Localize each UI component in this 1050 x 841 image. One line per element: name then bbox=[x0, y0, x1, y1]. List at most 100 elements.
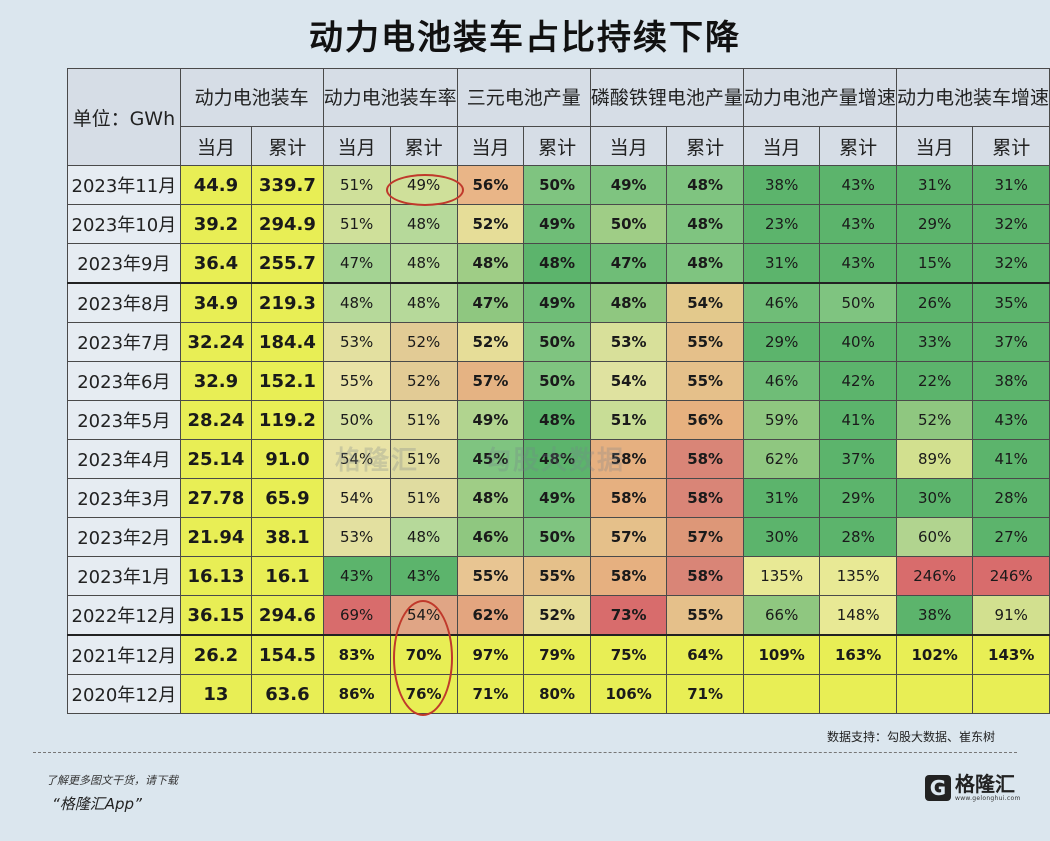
page-title: 动力电池装车占比持续下降 bbox=[309, 18, 741, 58]
table-cell: 41% bbox=[972, 439, 1050, 479]
table-cell: 26% bbox=[895, 282, 974, 323]
table-cell: 163% bbox=[819, 634, 897, 675]
table-cell: 76% bbox=[389, 674, 458, 714]
table-cell: 26.2 bbox=[179, 634, 253, 675]
table-cell: 31% bbox=[742, 243, 821, 284]
table-cell: 54% bbox=[322, 439, 391, 479]
table-cell: 48% bbox=[389, 204, 458, 244]
sub-header: 累计 bbox=[819, 126, 897, 166]
table-cell: 89% bbox=[895, 439, 974, 479]
table-cell: 51% bbox=[389, 400, 458, 440]
table-cell: 23% bbox=[742, 204, 821, 244]
table-cell: 219.3 bbox=[251, 282, 324, 323]
sub-header: 当月 bbox=[589, 126, 668, 166]
table-cell: 43% bbox=[819, 243, 897, 284]
month-label: 2020年12月 bbox=[67, 674, 181, 714]
table-cell: 32% bbox=[972, 243, 1050, 284]
table-cell: 58% bbox=[666, 439, 744, 479]
table-cell: 32% bbox=[972, 204, 1050, 244]
table-cell: 294.9 bbox=[251, 204, 324, 244]
group-header: 动力电池装车 bbox=[179, 68, 324, 127]
logo-text: 格隆汇 bbox=[955, 772, 1015, 796]
table-cell: 148% bbox=[819, 595, 897, 636]
table-cell: 83% bbox=[322, 634, 391, 675]
table-cell: 294.6 bbox=[251, 595, 324, 636]
table-cell: 48% bbox=[666, 165, 744, 205]
table-cell: 21.94 bbox=[179, 517, 253, 557]
table-cell: 143% bbox=[972, 634, 1050, 675]
table-cell: 28% bbox=[819, 517, 897, 557]
table-cell: 51% bbox=[322, 204, 391, 244]
month-label: 2023年9月 bbox=[67, 243, 181, 284]
table-cell: 43% bbox=[819, 204, 897, 244]
table-cell: 48% bbox=[322, 282, 391, 323]
table-cell: 38% bbox=[895, 595, 974, 636]
table-cell: 62% bbox=[456, 595, 525, 636]
table-cell: 51% bbox=[322, 165, 391, 205]
sub-header-row: 当月 累计 当月 累计 当月 累计 当月 累计 当月 累计 当月 累计 bbox=[68, 126, 1050, 166]
table-cell: 28% bbox=[972, 478, 1050, 518]
table-cell: 43% bbox=[972, 400, 1050, 440]
table-body: 2023年11月 44.9 339.7 51% 49% 56% 50% 49% 48% 38% 43… bbox=[67, 165, 1050, 714]
table-cell: 29% bbox=[819, 478, 897, 518]
table-cell: 46% bbox=[456, 517, 525, 557]
table-cell: 52% bbox=[389, 322, 458, 362]
table-cell: 63.6 bbox=[251, 674, 324, 714]
table-cell bbox=[819, 674, 897, 714]
group-header: 动力电池产量增速 bbox=[742, 68, 897, 127]
table-cell: 43% bbox=[819, 165, 897, 205]
table-cell: 339.7 bbox=[251, 165, 324, 205]
table-cell: 53% bbox=[589, 322, 668, 362]
table-cell: 30% bbox=[895, 478, 974, 518]
table-cell: 55% bbox=[322, 361, 391, 401]
table-row: 2023年1月 16.13 16.1 43% 43% 55% 55% 58% 58% 135% 13… bbox=[67, 556, 1050, 596]
table-cell: 36.4 bbox=[179, 243, 253, 284]
month-label: 2023年4月 bbox=[67, 439, 181, 479]
table-row: 2023年6月 32.9 152.1 55% 52% 57% 50% 54% 55% 46% 42%… bbox=[67, 361, 1050, 401]
table-cell: 70% bbox=[389, 634, 458, 675]
table-cell: 152.1 bbox=[251, 361, 324, 401]
table-cell: 246% bbox=[972, 556, 1050, 596]
table-cell: 97% bbox=[456, 634, 525, 675]
logo-g-icon: G bbox=[925, 774, 951, 801]
table-cell: 53% bbox=[322, 322, 391, 362]
month-label: 2023年2月 bbox=[67, 517, 181, 557]
table-cell: 58% bbox=[589, 439, 668, 479]
table-cell: 55% bbox=[666, 361, 744, 401]
table-cell: 66% bbox=[742, 595, 821, 636]
table-row: 2021年12月 26.2 154.5 83% 70% 97% 79% 75% 64% 109% 1… bbox=[67, 634, 1050, 675]
table-cell: 57% bbox=[666, 517, 744, 557]
sub-header: 累计 bbox=[389, 126, 458, 166]
table-cell: 47% bbox=[456, 282, 525, 323]
table-cell: 52% bbox=[523, 595, 591, 636]
table-cell: 22% bbox=[895, 361, 974, 401]
sub-header: 累计 bbox=[523, 126, 591, 166]
table-cell: 60% bbox=[895, 517, 974, 557]
table-cell: 48% bbox=[523, 439, 591, 479]
table-cell: 91.0 bbox=[251, 439, 324, 479]
sub-header: 累计 bbox=[972, 126, 1050, 166]
table-cell: 86% bbox=[322, 674, 391, 714]
table-cell: 51% bbox=[389, 439, 458, 479]
table-cell: 36.15 bbox=[179, 595, 253, 636]
table-cell: 73% bbox=[589, 595, 668, 636]
table-cell: 48% bbox=[389, 517, 458, 557]
table-cell bbox=[895, 674, 974, 714]
table-cell bbox=[742, 674, 821, 714]
table-cell: 246% bbox=[895, 556, 974, 596]
divider bbox=[33, 752, 1017, 753]
table-cell bbox=[972, 674, 1050, 714]
table-cell: 42% bbox=[819, 361, 897, 401]
source-note: 数据支持：勾股大数据、崔东树 bbox=[826, 730, 995, 744]
table-row: 2023年4月 25.14 91.0 54% 51% 45% 48% 58% 58% 62% 37%… bbox=[67, 439, 1050, 479]
unit-label: 单位：GWh bbox=[67, 68, 181, 166]
table-cell: 54% bbox=[589, 361, 668, 401]
table-cell: 48% bbox=[523, 400, 591, 440]
table-cell: 54% bbox=[322, 478, 391, 518]
table-cell: 31% bbox=[972, 165, 1050, 205]
table-cell: 50% bbox=[523, 165, 591, 205]
table-cell: 30% bbox=[742, 517, 821, 557]
table-cell: 55% bbox=[666, 322, 744, 362]
table-cell: 49% bbox=[589, 165, 668, 205]
group-header: 磷酸铁锂电池产量 bbox=[589, 68, 744, 127]
